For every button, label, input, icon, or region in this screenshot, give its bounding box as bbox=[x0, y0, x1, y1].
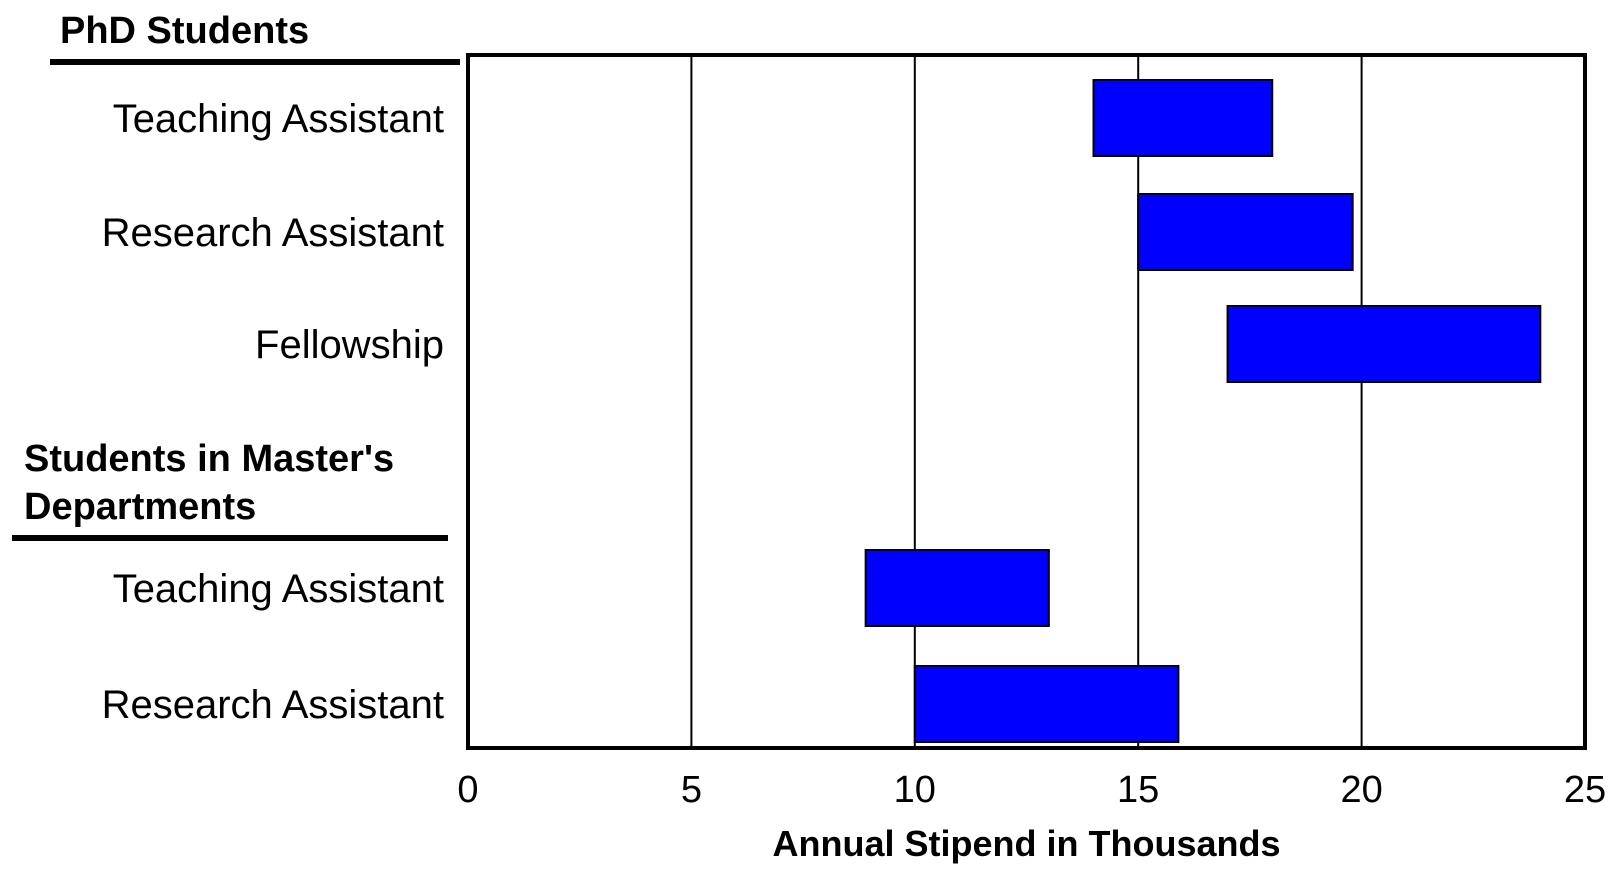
plot-frame bbox=[466, 53, 1587, 750]
row-label-0: Teaching Assistant bbox=[113, 97, 444, 141]
range-bar-1 bbox=[1137, 193, 1354, 271]
group-header-0: PhD Students bbox=[60, 10, 309, 52]
row-label-4: Research Assistant bbox=[102, 683, 444, 727]
category-labels: PhD Students Teaching Assistant Research A… bbox=[12, 10, 460, 727]
range-bar-2 bbox=[1226, 305, 1542, 383]
x-tick-label-0: 0 bbox=[457, 769, 478, 811]
x-tick-label-5: 5 bbox=[681, 769, 702, 811]
row-label-1: Research Assistant bbox=[102, 211, 444, 255]
row-label-3: Teaching Assistant bbox=[113, 567, 444, 611]
x-axis-ticks: 0 5 10 15 20 25 bbox=[457, 769, 1606, 811]
group-header-1-line-0: Students in Master's bbox=[24, 438, 394, 480]
range-bar-4 bbox=[913, 665, 1180, 743]
range-bars bbox=[864, 79, 1542, 743]
x-tick-label-25: 25 bbox=[1564, 769, 1606, 811]
range-bar-0 bbox=[1092, 79, 1274, 157]
range-bar-3 bbox=[864, 549, 1050, 627]
x-tick-label-15: 15 bbox=[1117, 769, 1159, 811]
group-header-1-line-1: Departments bbox=[24, 486, 256, 528]
x-axis-title: Annual Stipend in Thousands bbox=[773, 823, 1281, 864]
x-tick-label-10: 10 bbox=[894, 769, 936, 811]
x-tick-label-20: 20 bbox=[1340, 769, 1382, 811]
row-label-2: Fellowship bbox=[255, 323, 444, 367]
grid-lines bbox=[690, 55, 1363, 748]
